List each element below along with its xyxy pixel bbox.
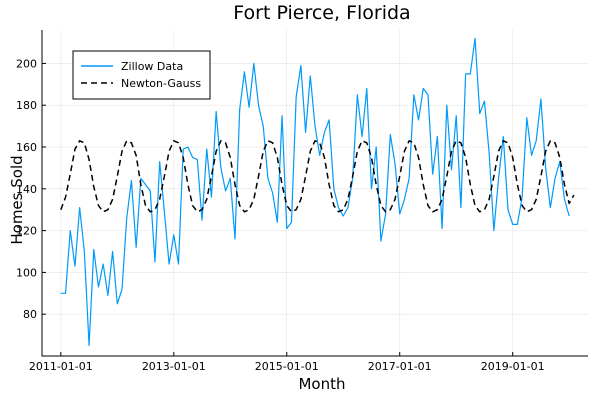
- x-axis-title: Month: [298, 375, 345, 393]
- x-tick-label: 2019-01-01: [481, 360, 545, 373]
- y-tick-label: 80: [23, 308, 37, 321]
- legend-label-newton-gauss: Newton-Gauss: [121, 77, 201, 90]
- plot-frame: [41, 30, 588, 357]
- series-line-zillow-data: [60, 37, 570, 347]
- y-tick-label: 100: [16, 266, 37, 279]
- x-tick-label: 2011-01-01: [29, 360, 93, 373]
- y-tick-label: 140: [16, 183, 37, 196]
- y-tick-label: 160: [16, 141, 37, 154]
- y-tick-label: 120: [16, 225, 37, 238]
- legend-box: [72, 50, 211, 100]
- y-tick-label: 200: [16, 57, 37, 70]
- x-tick-label: 2017-01-01: [368, 360, 432, 373]
- tick-layer: 2011-01-01 2013-01-01 2015-01-01 2017-01-01…: [16, 57, 545, 373]
- chart-title: Fort Pierce, Florida: [233, 2, 410, 24]
- y-axis-title: Homes Sold: [8, 155, 26, 244]
- series-layer: [60, 37, 575, 347]
- x-tick-label: 2015-01-01: [255, 360, 319, 373]
- grid-layer: [42, 30, 588, 356]
- x-tick-label: 2013-01-01: [142, 360, 206, 373]
- y-tick-label: 180: [16, 99, 37, 112]
- legend-label-zillow-data: Zillow Data: [121, 60, 183, 73]
- legend: Zillow Data Newton-Gauss: [72, 50, 211, 100]
